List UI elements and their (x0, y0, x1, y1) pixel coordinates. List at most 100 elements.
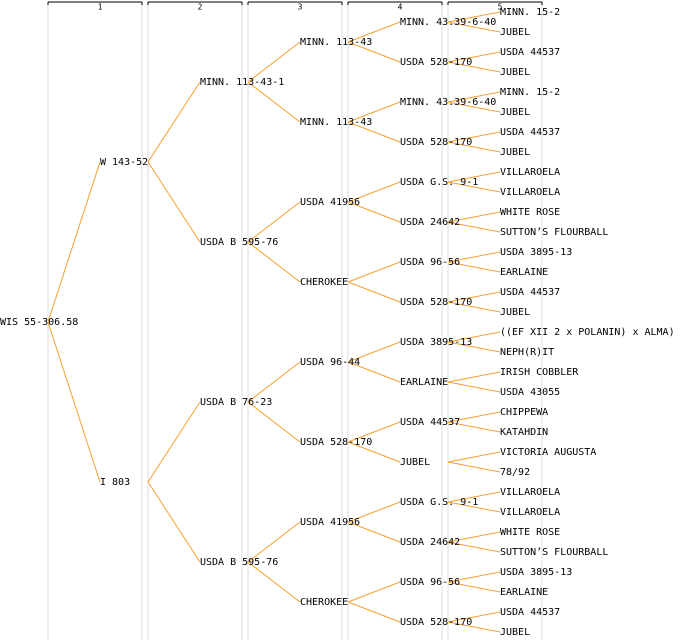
column-header: 1 (98, 3, 103, 12)
column-header: 2 (198, 3, 203, 12)
pedigree-link (47, 161, 101, 323)
pedigree-node: MINN. 15-2 (500, 87, 560, 98)
pedigree-node: USDA 24642 (400, 537, 460, 548)
pedigree-link (447, 451, 501, 463)
pedigree-link (447, 211, 501, 223)
pedigree-link (447, 571, 501, 583)
pedigree-node: WIS 55-306.58 (0, 317, 78, 328)
pedigree-node: USDA B 595-76 (200, 557, 278, 568)
pedigree-node: JUBEL (500, 107, 530, 118)
pedigree-node: JUBEL (500, 27, 530, 38)
pedigree-link (447, 221, 501, 233)
pedigree-node: USDA 44537 (400, 417, 460, 428)
pedigree-node: JUBEL (500, 147, 530, 158)
pedigree-link (447, 371, 501, 383)
pedigree-link (447, 541, 501, 553)
pedigree-node: USDA 44537 (500, 607, 560, 618)
pedigree-link (247, 561, 301, 603)
pedigree-node: W 143-52 (100, 157, 148, 168)
pedigree-node: JUBEL (400, 457, 430, 468)
pedigree-link (247, 41, 301, 83)
pedigree-link (447, 421, 501, 433)
pedigree-node: I 803 (100, 477, 130, 488)
pedigree-node: MINN. 43.39-6-40 (400, 17, 496, 28)
pedigree-link (447, 501, 501, 513)
pedigree-node: VILLAROELA (500, 187, 560, 198)
pedigree-node: USDA 43055 (500, 387, 560, 398)
pedigree-link (47, 321, 101, 483)
pedigree-node: CHIPPEWA (500, 407, 548, 418)
pedigree-node: IRISH COBBLER (500, 367, 579, 378)
pedigree-link (447, 101, 501, 113)
pedigree-link (347, 521, 401, 543)
pedigree-node: JUBEL (500, 67, 530, 78)
pedigree-node: 78/92 (500, 467, 530, 478)
pedigree-link (347, 421, 401, 443)
pedigree-link (447, 461, 501, 473)
pedigree-link (247, 201, 301, 243)
pedigree-node: CHEROKEE (300, 597, 348, 608)
pedigree-node: MINN. 113-43 (300, 117, 372, 128)
pedigree-node: JUBEL (500, 307, 530, 318)
pedigree-link (147, 81, 201, 163)
pedigree-link (247, 361, 301, 403)
pedigree-node: USDA G.S. 9-1 (400, 497, 478, 508)
pedigree-link (347, 581, 401, 603)
pedigree-link (447, 611, 501, 623)
pedigree-link (447, 301, 501, 313)
pedigree-link (347, 361, 401, 383)
pedigree-link (447, 381, 501, 393)
column-header: 4 (398, 3, 403, 12)
pedigree-node: USDA 41956 (300, 197, 360, 208)
pedigree-node: EARLAINE (400, 377, 448, 388)
pedigree-link (347, 21, 401, 43)
pedigree-link (247, 81, 301, 123)
pedigree-link (447, 261, 501, 273)
pedigree-node: MINN. 113-43-1 (200, 77, 284, 88)
pedigree-node: MINN. 15-2 (500, 7, 560, 18)
pedigree-link (147, 401, 201, 483)
pedigree-node: JUBEL (500, 627, 530, 638)
pedigree-node: MINN. 113-43 (300, 37, 372, 48)
pedigree-link (447, 51, 501, 63)
pedigree-node: EARLAINE (500, 587, 548, 598)
pedigree-link (347, 121, 401, 143)
pedigree-link (347, 281, 401, 303)
pedigree-link (347, 261, 401, 283)
pedigree-link (247, 521, 301, 563)
pedigree-link (447, 61, 501, 73)
pedigree-node: USDA 528-170 (400, 137, 472, 148)
column-header: 3 (298, 3, 303, 12)
pedigree-node: USDA 3895-13 (400, 337, 472, 348)
pedigree-node: VILLAROELA (500, 167, 560, 178)
pedigree-node: WHITE ROSE (500, 207, 560, 218)
pedigree-node: USDA 44537 (500, 127, 560, 138)
pedigree-link (347, 501, 401, 523)
pedigree-node: EARLAINE (500, 267, 548, 278)
pedigree-link (447, 11, 501, 23)
pedigree-link (447, 251, 501, 263)
pedigree-node: NEPH(R)IT (500, 347, 554, 358)
pedigree-link (447, 411, 501, 423)
pedigree-link (347, 441, 401, 463)
pedigree-node: SUTTON’S FLOURBALL (500, 547, 608, 558)
pedigree-link (347, 41, 401, 63)
pedigree-link (347, 101, 401, 123)
pedigree-link (447, 291, 501, 303)
pedigree-node: VILLAROELA (500, 507, 560, 518)
pedigree-node: WHITE ROSE (500, 527, 560, 538)
pedigree-link (447, 341, 501, 353)
pedigree-node: USDA B 76-23 (200, 397, 272, 408)
pedigree-node: USDA G.S. 9-1 (400, 177, 478, 188)
pedigree-node: USDA 44537 (500, 287, 560, 298)
pedigree-node: VILLAROELA (500, 487, 560, 498)
pedigree-link (247, 401, 301, 443)
pedigree-node: USDA 528-170 (400, 57, 472, 68)
pedigree-node: ((EF XII 2 x POLANIN) x ALMA) (500, 327, 675, 338)
pedigree-link (447, 531, 501, 543)
pedigree-node: USDA B 595-76 (200, 237, 278, 248)
pedigree-link (447, 141, 501, 153)
pedigree-node: USDA 528-170 (400, 297, 472, 308)
pedigree-node: USDA 528-170 (300, 437, 372, 448)
